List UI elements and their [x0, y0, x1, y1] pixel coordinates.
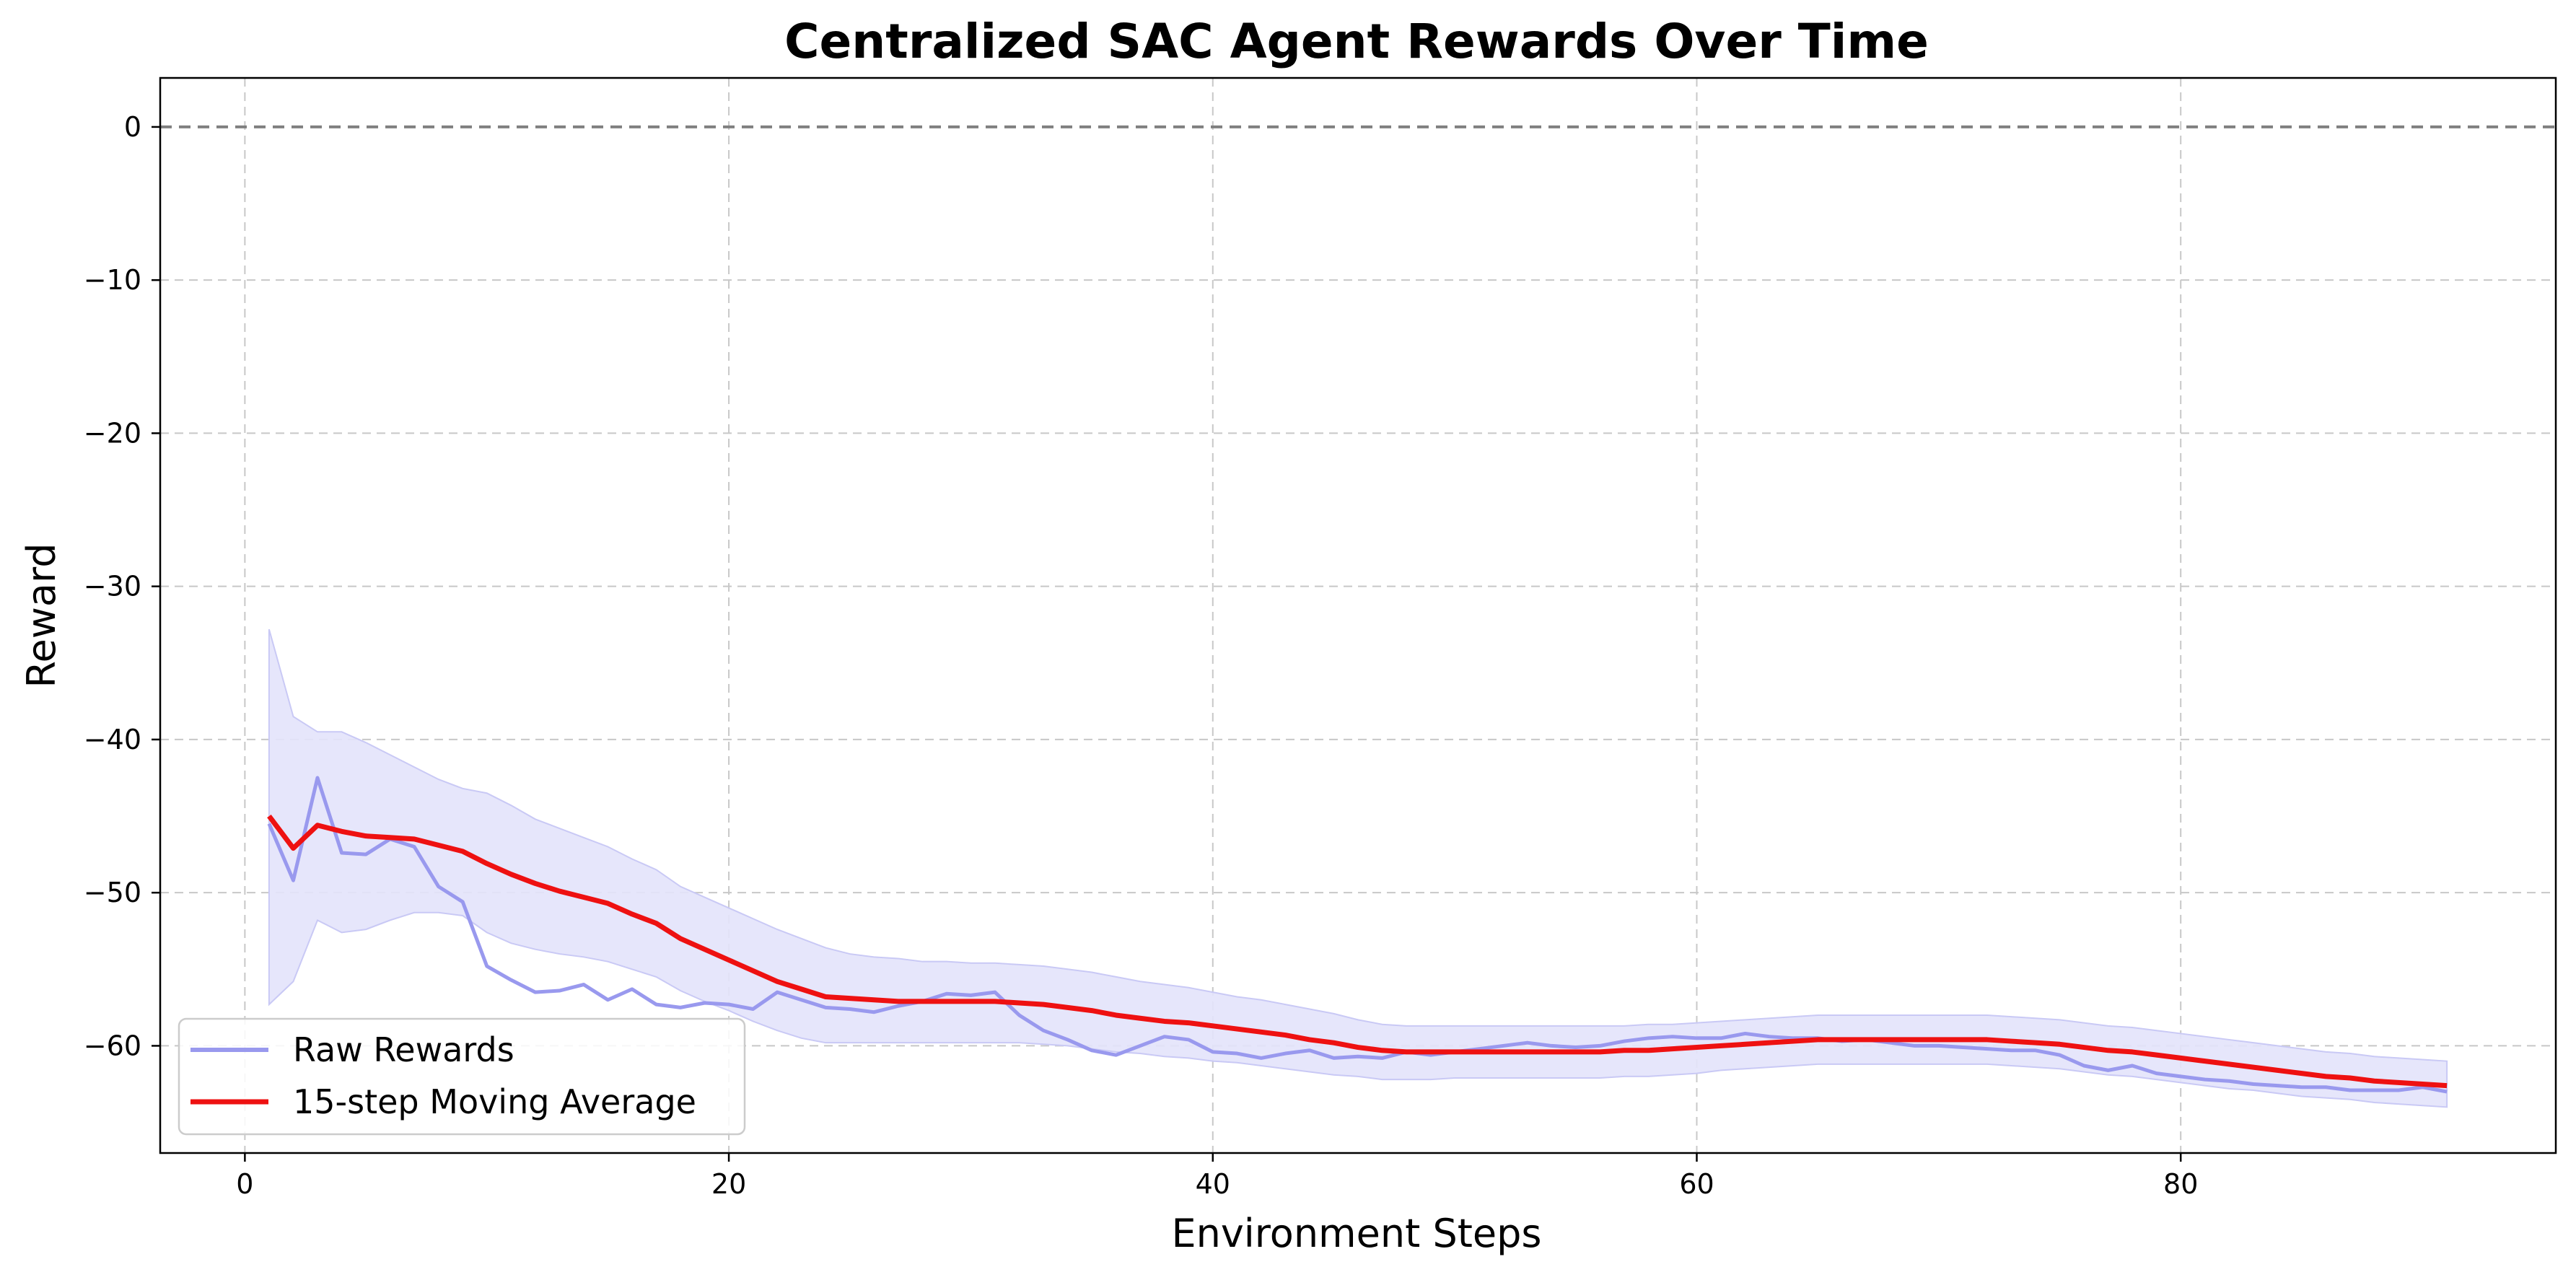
moving-average-line	[267, 814, 2448, 1089]
y-tick-label: −20	[84, 417, 141, 449]
y-tick-label: −10	[84, 264, 141, 296]
chart-title: Centralized SAC Agent Rewards Over Time	[784, 14, 1929, 69]
x-tick-label: 60	[1679, 1168, 1714, 1200]
y-axis-label: Reward	[19, 543, 64, 688]
y-tick-label: −30	[84, 571, 141, 602]
legend-label-raw-rewards: Raw Rewards	[293, 1030, 514, 1069]
y-tick-label: −50	[84, 877, 141, 908]
x-tick-label: 20	[711, 1168, 746, 1200]
raw-rewards-line	[267, 776, 2448, 1094]
legend: Raw Rewards 15-step Moving Average	[178, 1017, 746, 1136]
y-tick-label: 0	[124, 111, 141, 143]
axis-ticks: 0 20 40 60 80 0 −10 −20 −30 −40 −50 −60	[84, 111, 2199, 1200]
y-tick-label: −60	[84, 1030, 141, 1061]
confidence-band	[268, 628, 2448, 1108]
x-tick-label: 80	[2163, 1168, 2198, 1200]
legend-label-moving-average: 15-step Moving Average	[293, 1082, 696, 1121]
legend-box	[178, 1017, 746, 1136]
plot-area	[160, 125, 2556, 1108]
x-tick-label: 0	[236, 1168, 253, 1200]
x-tick-label: 40	[1196, 1168, 1230, 1200]
x-axis-label: Environment Steps	[1171, 1211, 1541, 1256]
y-tick-label: −40	[84, 724, 141, 755]
plot-frame	[159, 76, 2557, 1154]
